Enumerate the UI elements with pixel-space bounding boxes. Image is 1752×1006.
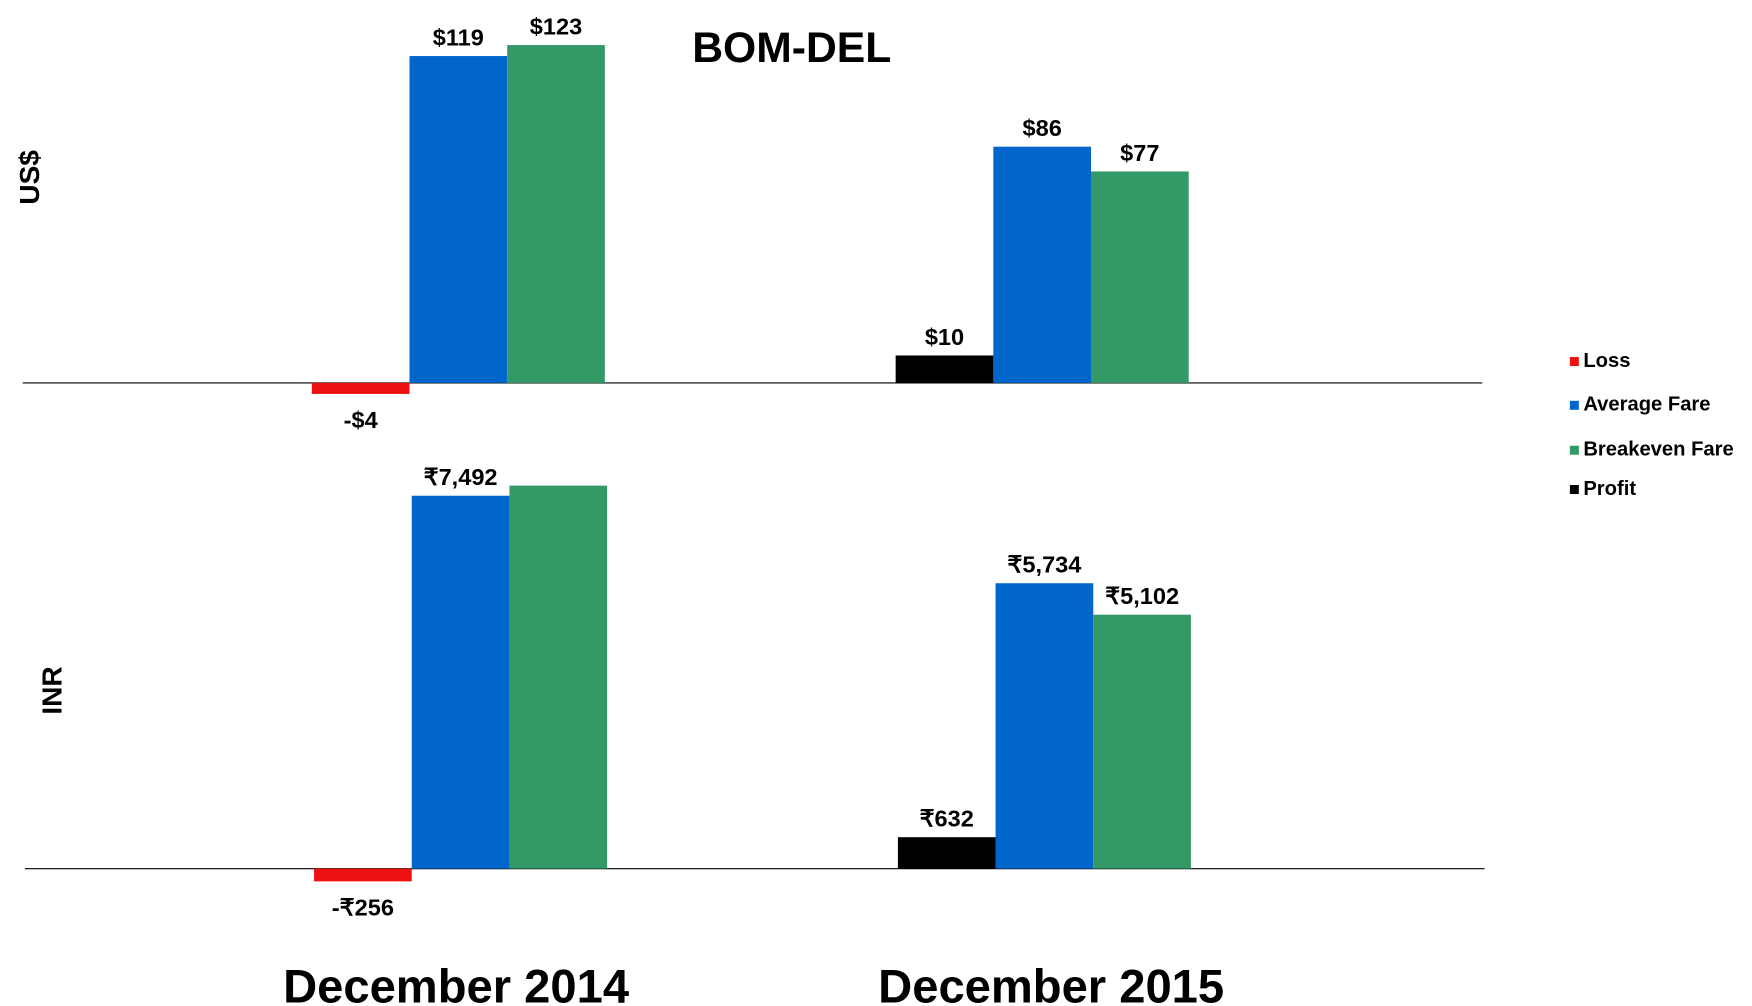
bar: [1093, 614, 1191, 869]
data-label: $77: [1120, 140, 1159, 166]
bar: [895, 355, 994, 383]
x-tick-label: December 2015: [878, 960, 1224, 1006]
y-axis-label: US$: [14, 150, 45, 205]
bar: [897, 837, 996, 869]
bar: [411, 495, 510, 869]
data-label: $10: [925, 324, 964, 350]
data-label: ₹7,492: [424, 464, 498, 490]
data-label: -₹256: [332, 895, 394, 921]
chart-title: BOM-DEL: [692, 24, 891, 72]
legend-swatch: [1569, 445, 1579, 455]
legend-swatch: [1569, 485, 1579, 495]
data-label: $86: [1023, 115, 1062, 141]
bar: [311, 382, 410, 394]
legend-label: Breakeven Fare: [1583, 439, 1733, 461]
x-tick-label: December 2014: [283, 960, 629, 1006]
legend-swatch: [1569, 400, 1579, 410]
y-axis-label: INR: [37, 666, 68, 714]
bar: [993, 146, 1092, 383]
data-label: ₹5,734: [1007, 552, 1081, 578]
data-label: ₹632: [920, 806, 974, 832]
data-label: ₹5,102: [1105, 583, 1179, 609]
data-label: $119: [433, 24, 484, 50]
legend-swatch: [1569, 357, 1579, 367]
bar: [995, 583, 1094, 869]
bar: [507, 45, 605, 383]
legend-label: Loss: [1583, 350, 1630, 372]
bar: [409, 56, 508, 383]
bar: [1091, 171, 1189, 383]
legend-label: Average Fare: [1583, 394, 1710, 416]
bar: [509, 485, 608, 869]
data-label: $123: [530, 13, 582, 39]
bar: [314, 868, 412, 882]
legend-label: Profit: [1583, 478, 1636, 500]
data-label: -$4: [344, 407, 378, 433]
